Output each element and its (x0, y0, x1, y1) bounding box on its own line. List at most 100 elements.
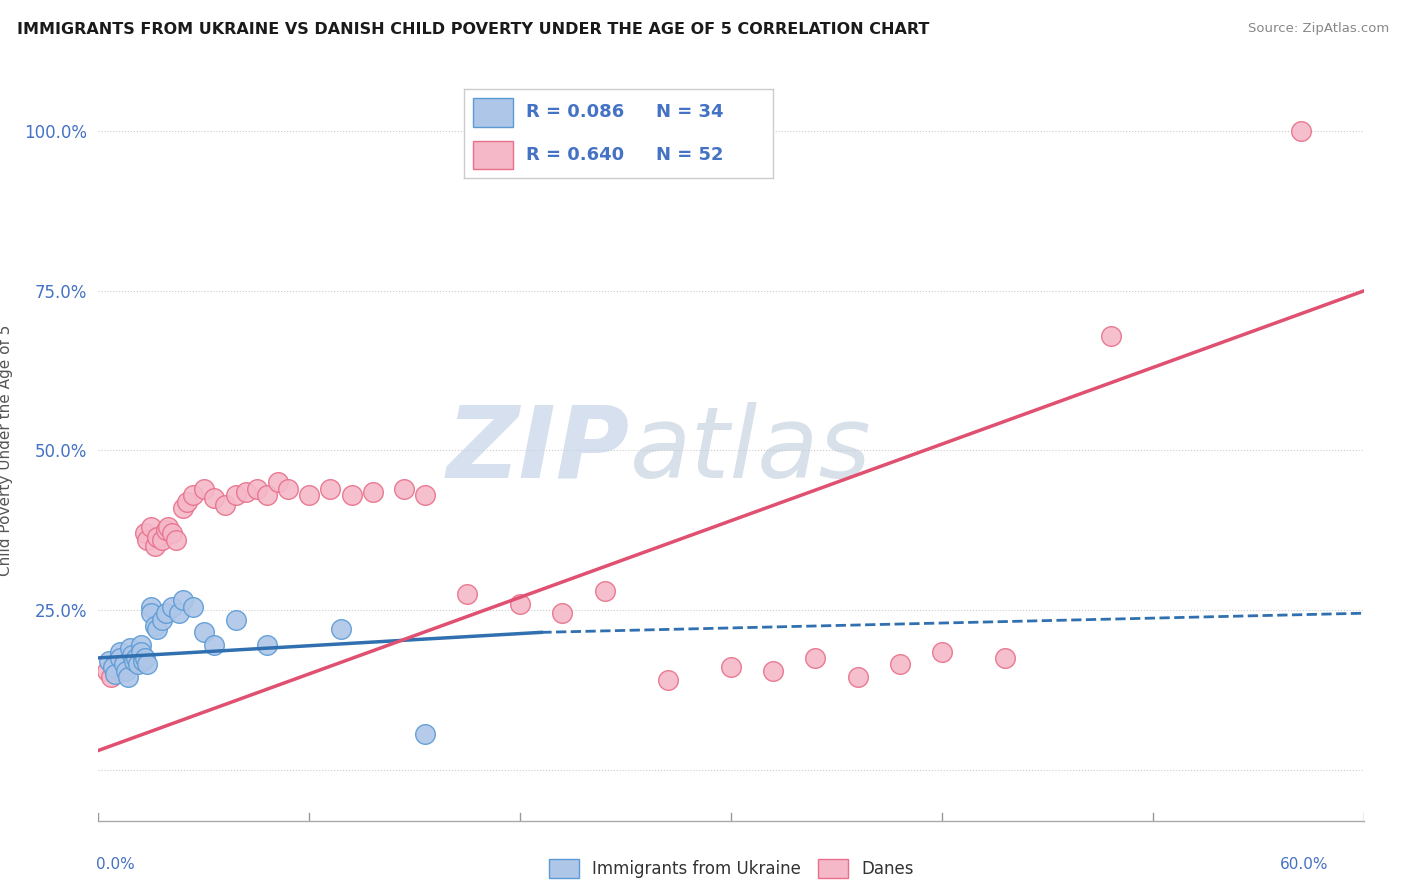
Point (162, 526, 183, 541)
Point (124, 654, 146, 668)
Point (104, 666, 127, 681)
Point (330, 622, 353, 636)
Point (256, 638, 278, 652)
Point (108, 664, 131, 678)
Text: 0.0%: 0.0% (96, 857, 135, 872)
Point (193, 625, 215, 640)
Point (134, 651, 156, 665)
Point (214, 498, 236, 512)
Point (267, 475, 290, 490)
Point (145, 539, 166, 553)
Text: R = 0.086: R = 0.086 (526, 103, 624, 121)
Bar (474, 98, 513, 127)
Legend: Immigrants from Ukraine, Danes: Immigrants from Ukraine, Danes (540, 850, 922, 887)
Point (994, 651, 1017, 665)
Point (762, 664, 785, 678)
Point (115, 657, 138, 672)
Point (167, 606, 190, 620)
Point (204, 491, 226, 506)
Point (225, 488, 247, 502)
Point (146, 622, 169, 636)
Point (108, 644, 131, 658)
Point (125, 648, 148, 662)
Point (120, 651, 141, 665)
Point (319, 482, 342, 496)
Bar (474, 141, 513, 169)
Text: 60.0%: 60.0% (1281, 857, 1329, 872)
Text: Source: ZipAtlas.com: Source: ZipAtlas.com (1249, 22, 1389, 36)
Point (125, 651, 148, 665)
Point (117, 670, 139, 684)
Point (889, 657, 911, 672)
Point (1289, 124, 1312, 138)
Point (204, 638, 226, 652)
Point (108, 651, 131, 665)
Point (129, 651, 152, 665)
Point (150, 613, 173, 627)
Point (256, 488, 278, 502)
Point (96, 664, 118, 678)
Text: R = 0.640: R = 0.640 (526, 146, 624, 164)
Point (128, 657, 150, 672)
Point (120, 641, 141, 656)
Point (551, 606, 574, 620)
Point (183, 488, 205, 502)
Point (136, 533, 159, 547)
Point (413, 727, 436, 741)
Point (157, 520, 180, 534)
Point (162, 599, 183, 614)
Point (413, 488, 436, 502)
Point (103, 660, 125, 674)
Point (129, 644, 152, 658)
Point (141, 520, 163, 534)
Point (931, 644, 953, 658)
Point (509, 597, 531, 611)
Point (134, 526, 156, 541)
Point (225, 613, 247, 627)
Point (246, 482, 269, 496)
Point (193, 482, 215, 496)
Text: atlas: atlas (630, 402, 872, 499)
Text: IMMIGRANTS FROM UKRAINE VS DANISH CHILD POVERTY UNDER THE AGE OF 5 CORRELATION C: IMMIGRANTS FROM UKRAINE VS DANISH CHILD … (17, 22, 929, 37)
Point (145, 619, 166, 633)
Point (112, 657, 135, 672)
Point (846, 670, 869, 684)
Y-axis label: Child Poverty Under the Age of 5: Child Poverty Under the Age of 5 (0, 325, 13, 576)
Point (720, 660, 742, 674)
Point (172, 593, 194, 607)
Point (146, 530, 169, 544)
Point (121, 648, 143, 662)
Point (394, 482, 416, 496)
Point (804, 651, 827, 665)
Point (298, 488, 321, 502)
Point (183, 599, 205, 614)
Point (150, 533, 173, 547)
Text: N = 52: N = 52 (655, 146, 723, 164)
Point (340, 488, 363, 502)
Point (361, 485, 384, 500)
Point (657, 673, 679, 688)
Point (1099, 328, 1122, 343)
Point (155, 523, 177, 537)
Point (166, 533, 188, 547)
Point (235, 485, 257, 500)
Point (277, 482, 299, 496)
Text: ZIP: ZIP (447, 402, 630, 499)
Point (456, 587, 478, 601)
Point (115, 664, 138, 678)
Point (121, 657, 143, 672)
Point (593, 583, 616, 598)
Text: N = 34: N = 34 (655, 103, 723, 121)
Point (104, 657, 127, 672)
Point (141, 599, 163, 614)
Point (141, 606, 163, 620)
Point (172, 500, 194, 515)
Point (100, 670, 122, 684)
Point (112, 651, 135, 665)
Point (132, 654, 155, 668)
Point (155, 606, 177, 620)
Point (129, 638, 152, 652)
Point (176, 494, 198, 508)
Point (98, 654, 121, 668)
Point (136, 657, 159, 672)
